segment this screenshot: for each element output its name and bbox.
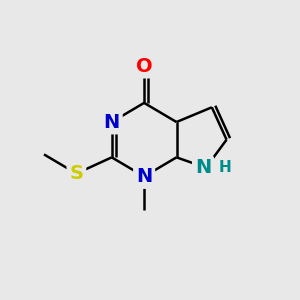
Text: N: N [103, 112, 120, 131]
Text: H: H [218, 160, 231, 175]
Text: N: N [136, 167, 152, 186]
Text: S: S [69, 164, 83, 183]
Text: N: N [195, 158, 211, 177]
Text: O: O [136, 57, 152, 76]
